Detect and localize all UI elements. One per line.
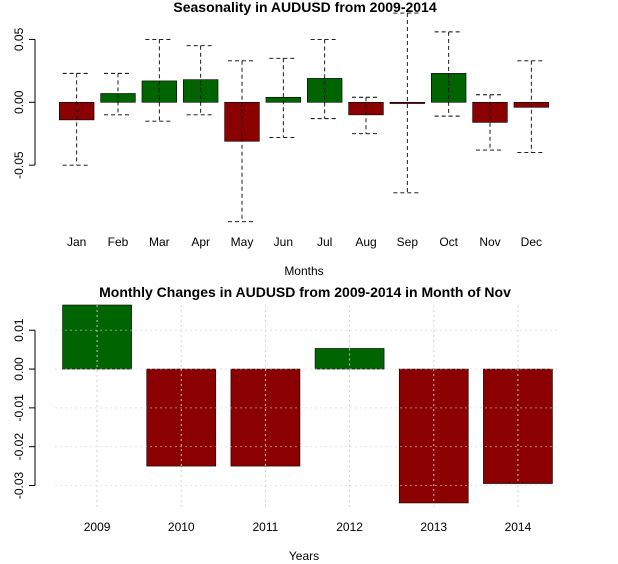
x-tick-label-may: May [231,235,254,249]
y-tick-label: 0.00 [12,90,26,114]
bar-may [224,101,260,142]
seasonality-chart: Seasonality in AUDUSD from 2009-2014 Mon… [12,0,549,278]
y-tick-label: -0.05 [12,151,26,179]
seasonality-y-axis: -0.05 0.00 0.05 [12,27,36,179]
bar-2011 [230,368,301,467]
y-tick-label: -0.02 [12,433,26,461]
x-tick-label-apr: Apr [191,235,210,249]
x-tick-label-dec: Dec [521,235,542,249]
bar-2014 [483,368,553,484]
y-tick-label: 0.05 [12,27,26,51]
x-tick-label-feb: Feb [108,235,129,249]
y-tick-label: -0.01 [12,394,26,422]
november-chart-title: Monthly Changes in AUDUSD from 2009-2014… [99,284,511,300]
x-tick-label-2014: 2014 [505,520,532,534]
november-x-axis-label: Years [289,549,319,563]
x-tick-label-2013: 2013 [420,520,447,534]
y-tick-label: 0.01 [12,318,26,342]
y-tick-label: -0.03 [12,471,26,499]
bar-2010 [146,368,217,467]
x-tick-label-2009: 2009 [84,520,111,534]
x-tick-label-2010: 2010 [168,520,195,534]
x-tick-label-2012: 2012 [336,520,363,534]
x-tick-label-sep: Sep [397,235,419,249]
x-tick-label-jul: Jul [317,235,332,249]
bar-2009 [62,304,132,370]
x-tick-label-jun: Jun [274,235,293,249]
x-tick-label-2011: 2011 [253,520,279,534]
seasonality-x-axis-label: Months [284,264,323,278]
x-tick-label-oct: Oct [439,235,458,249]
x-tick-label-mar: Mar [149,235,170,249]
seasonality-chart-title: Seasonality in AUDUSD from 2009-2014 [173,0,436,15]
bar-sep [389,101,425,104]
november-chart: Monthly Changes in AUDUSD from 2009-2014… [12,284,560,563]
x-tick-label-nov: Nov [479,235,500,249]
x-tick-label-jan: Jan [67,235,86,249]
x-tick-label-aug: Aug [355,235,376,249]
y-tick-label: 0.00 [12,357,26,381]
november-y-axis: -0.03 -0.02 -0.01 0.00 0.01 [12,318,36,499]
